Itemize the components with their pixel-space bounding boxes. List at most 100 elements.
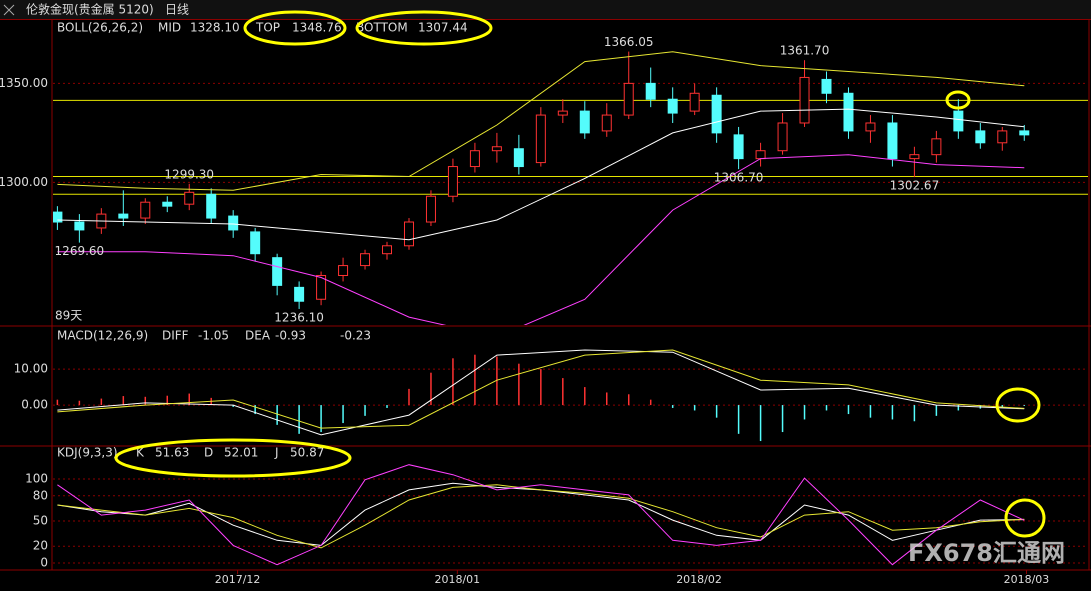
x-tick-label: 2018/02: [676, 573, 722, 586]
legend-value: 51.63: [155, 446, 189, 460]
candle-body: [382, 245, 393, 255]
candle-body: [184, 191, 195, 205]
legend-name: D: [204, 446, 213, 460]
indicator-line: [57, 349, 1025, 436]
indicator-line: [57, 154, 1025, 325]
y-tick-label: 0: [40, 556, 48, 570]
candle-body: [689, 92, 700, 112]
candle-body: [645, 82, 656, 100]
candle-body: [623, 82, 634, 116]
legend-value: -1.05: [198, 329, 229, 343]
candle-body: [338, 265, 349, 276]
top-bar: [0, 0, 1091, 19]
candle-body: [140, 201, 151, 219]
candle-body: [975, 130, 986, 144]
legend-value: 1307.44: [418, 21, 468, 35]
y-tick-label: 1300.00: [0, 175, 48, 189]
legend-name: J: [274, 446, 279, 460]
instrument-title: 伦敦金现(贵金属 5120): [26, 2, 154, 17]
x-tick-label: 2018/01: [434, 573, 480, 586]
panel: [53, 51, 1088, 325]
candle-body: [425, 195, 436, 223]
candle-body: [228, 215, 239, 231]
y-tick-label: 100: [25, 471, 48, 485]
candle-body: [469, 150, 480, 168]
candle-body: [931, 138, 942, 156]
panel-title: KDJ(9,3,3): [57, 446, 118, 460]
indicator-line: [57, 464, 1025, 566]
indicator-line: [57, 349, 1025, 429]
legend-value: 1348.76: [292, 21, 342, 35]
candle-body: [865, 122, 876, 132]
x-tick-label: 2018/03: [1004, 573, 1050, 586]
price-annotation: 1269.60: [55, 244, 105, 258]
candle-body: [777, 122, 788, 152]
legend-value: 1328.10: [190, 21, 240, 35]
candle-body: [118, 213, 129, 219]
y-tick-label: 50: [33, 513, 48, 527]
candle-body: [887, 122, 898, 160]
y-tick-label: 80: [33, 488, 48, 502]
watermark: FX678汇通网: [908, 539, 1065, 567]
candle-body: [667, 98, 678, 114]
price-annotation: 1366.05: [604, 35, 654, 49]
legend-name: DEA: [245, 329, 271, 343]
frame: [0, 19, 1091, 571]
legend-name: K: [136, 446, 145, 460]
x-tick-label: 2017/12: [215, 573, 261, 586]
panel-title: BOLL(26,26,2): [57, 21, 143, 35]
legend-value: 50.87: [290, 446, 324, 460]
nav-icon[interactable]: [3, 4, 15, 16]
legend-value: -0.93: [275, 329, 306, 343]
legend-name: MID: [158, 21, 181, 35]
legend-name: BOTTOM: [356, 21, 408, 35]
price-annotation: 1302.67: [890, 179, 940, 193]
candle-body: [909, 154, 920, 160]
y-tick-label: 0.00: [21, 398, 48, 412]
highlight-circles: [114, 10, 1046, 538]
candle-body: [294, 286, 305, 302]
candle-body: [53, 211, 63, 223]
period[interactable]: 日线: [165, 3, 189, 17]
indicator-line: [57, 484, 1025, 549]
candle-body: [250, 231, 261, 255]
candle-body: [557, 110, 568, 116]
panel: [53, 349, 1088, 442]
candle-body: [843, 92, 854, 132]
candle-body: [74, 221, 85, 231]
candle-body: [272, 257, 283, 286]
candle-body: [206, 193, 217, 219]
legend-name: DIFF: [162, 329, 189, 343]
candle-body: [711, 94, 722, 134]
candle-body: [535, 114, 546, 164]
y-tick-label: 1350.00: [0, 76, 48, 90]
indicator-line: [57, 108, 1025, 241]
price-annotation: 1361.70: [780, 44, 830, 58]
candle-body: [821, 78, 832, 94]
candle-body: [447, 166, 458, 197]
candle-body: [601, 114, 612, 132]
candle-body: [579, 110, 590, 134]
legend-value: -0.23: [340, 329, 371, 343]
candle-body: [733, 134, 744, 160]
panel: [53, 464, 1088, 566]
candle-body: [162, 201, 173, 207]
y-tick-label: 10.00: [14, 362, 48, 376]
candle-body: [513, 148, 524, 168]
indicator-line: [57, 51, 1025, 191]
candle-body: [997, 130, 1008, 144]
legend-value: 52.01: [224, 446, 258, 460]
price-annotation: 1236.10: [274, 310, 324, 324]
candle-body: [953, 110, 964, 132]
span-label: 89天: [55, 309, 82, 323]
panel-title: MACD(12,26,9): [57, 329, 148, 343]
legend-name: TOP: [255, 21, 280, 35]
candle-body: [491, 146, 502, 152]
candle-body: [316, 274, 327, 300]
price-annotation: 1299.30: [164, 167, 214, 181]
candle-body: [360, 253, 371, 267]
y-tick-label: 20: [33, 539, 48, 553]
